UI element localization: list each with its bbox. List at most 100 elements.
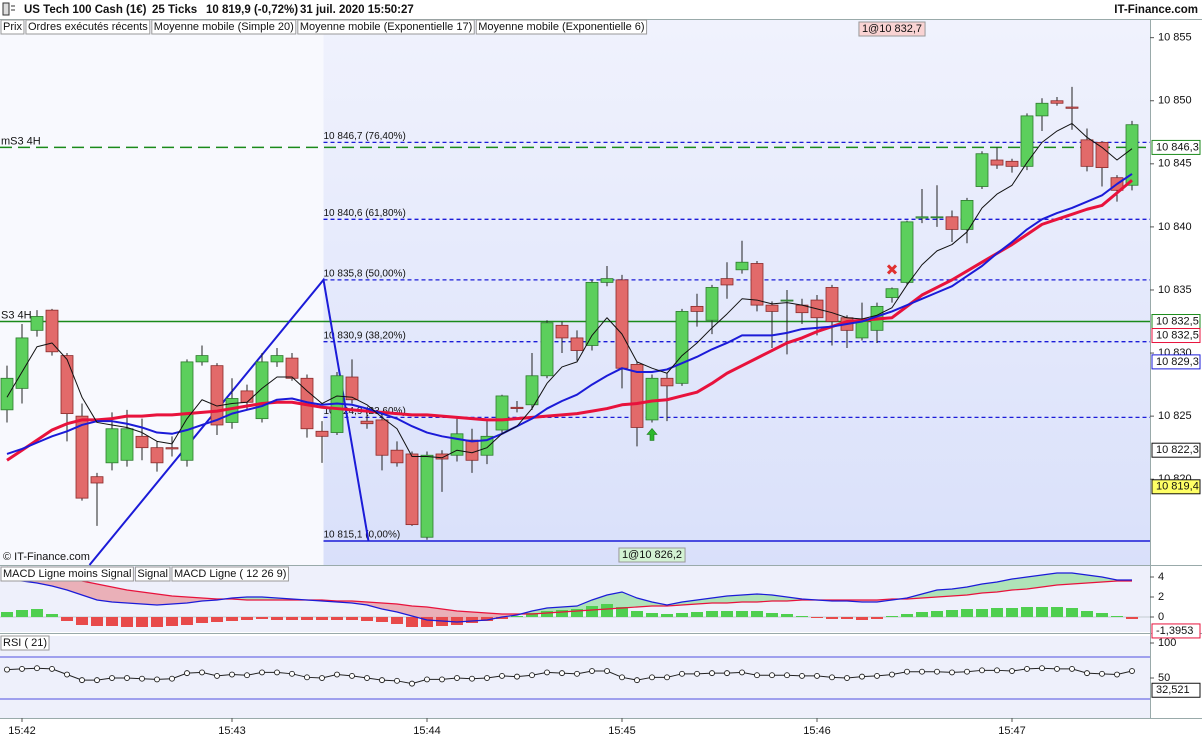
- macd-fill: [97, 584, 112, 602]
- macd-histogram: [691, 612, 703, 617]
- macd-histogram: [391, 617, 403, 624]
- rsi-point: [64, 671, 70, 678]
- candle-body: [1125, 124, 1139, 186]
- rsi-point: [184, 670, 190, 677]
- fib-label: 10 815,1 (0,00%): [324, 530, 401, 541]
- macd-fill: [922, 590, 937, 598]
- fib-label: 10 840,6 (61,80%): [324, 208, 406, 219]
- fib-label: 10 846,7 (76,40%): [324, 131, 406, 142]
- macd-fill: [172, 596, 187, 604]
- candle-body: [45, 309, 59, 353]
- macd-fill: [757, 594, 772, 602]
- rsi-point: [784, 672, 790, 679]
- candle-body: [195, 355, 209, 363]
- macd-histogram: [106, 617, 118, 626]
- candle-body: [885, 288, 899, 298]
- macd-histogram: [166, 617, 178, 626]
- rsi-point: [799, 672, 805, 679]
- macd-histogram: [991, 608, 1003, 617]
- candle-body: [915, 216, 929, 219]
- order-label-box: [858, 21, 926, 37]
- macd-histogram: [271, 617, 283, 620]
- y-tick-label: 100: [1158, 637, 1176, 649]
- macd-histogram: [151, 617, 163, 627]
- macd-fill: [937, 589, 952, 597]
- macd-histogram: [976, 609, 988, 617]
- macd-histogram: [1111, 616, 1123, 617]
- candle-body: [990, 159, 1004, 166]
- legend-box: [0, 566, 134, 582]
- rsi-point: [4, 666, 10, 673]
- datetime: 31 juil. 2020 15:50:27: [300, 4, 414, 16]
- candle-body: [345, 376, 359, 401]
- y-tick-label: 4: [1158, 571, 1164, 583]
- rsi-point: [739, 669, 745, 676]
- rsi-point: [544, 669, 550, 676]
- order-label-box: [618, 547, 686, 563]
- macd-histogram: [541, 611, 553, 617]
- candle-body: [570, 337, 584, 351]
- macd-fill: [622, 592, 637, 608]
- macd-fill: [112, 587, 127, 603]
- macd-histogram: [1066, 608, 1078, 617]
- y-tick-label: 10 845: [1158, 158, 1192, 170]
- macd-histogram: [556, 610, 568, 617]
- rsi-point: [844, 675, 850, 681]
- candle-body: [465, 439, 479, 461]
- rsi-point: [94, 677, 100, 684]
- price-box: [1151, 354, 1201, 370]
- candle-body: [435, 453, 449, 460]
- rsi-point: [889, 671, 895, 678]
- rsi-point: [1024, 665, 1030, 672]
- brand: IT-Finance.com: [1114, 4, 1198, 16]
- rsi-point: [949, 669, 955, 676]
- macd-fill: [1012, 577, 1027, 590]
- rsi-point: [649, 674, 655, 681]
- macd-fill: [952, 587, 967, 596]
- order-marker: [646, 427, 658, 441]
- candle-body: [360, 420, 374, 425]
- candle-body: [825, 287, 839, 322]
- legend-entry: Signal: [137, 568, 168, 580]
- rsi-point: [859, 673, 865, 680]
- rsi-point: [409, 680, 415, 687]
- price-box-label: 10 832,5: [1156, 315, 1199, 327]
- candle-body: [660, 377, 674, 387]
- rsi-point: [529, 672, 535, 679]
- candle-body: [1035, 102, 1049, 117]
- rsi-point: [79, 677, 85, 684]
- candle-body: [150, 447, 164, 464]
- candle-body: [1005, 160, 1019, 167]
- rsi-point: [679, 670, 685, 677]
- legend-box: [0, 19, 25, 35]
- macd-histogram: [766, 613, 778, 617]
- macd-histogram: [421, 617, 433, 627]
- macd-histogram: [1021, 607, 1033, 617]
- price-box: [1151, 328, 1201, 344]
- candle-body: [90, 476, 104, 484]
- rsi-point: [1129, 668, 1135, 674]
- x-tick-label: 15:47: [998, 725, 1026, 737]
- candle-body: [270, 355, 284, 363]
- macd-histogram: [601, 604, 613, 617]
- legend-entry: RSI ( 21): [3, 637, 47, 649]
- rsi-point: [1009, 668, 1015, 674]
- candle-body: [315, 430, 329, 437]
- rsi-point: [34, 665, 40, 672]
- rsi-point: [454, 675, 460, 681]
- macd-fill: [82, 581, 97, 600]
- candle-body: [645, 377, 659, 421]
- y-tick-label: 10 840: [1158, 221, 1192, 233]
- title: US Tech 100 Cash (1€): [24, 4, 147, 16]
- legend-box: [25, 19, 151, 35]
- macd-histogram: [361, 617, 373, 621]
- candle-body: [135, 435, 149, 449]
- macd-histogram: [16, 610, 28, 617]
- macd-histogram: [706, 611, 718, 617]
- rsi-point: [109, 675, 115, 681]
- candle-body: [675, 311, 689, 384]
- candle-body: [165, 447, 179, 450]
- candle-body: [720, 278, 734, 286]
- rsi-point: [604, 668, 610, 674]
